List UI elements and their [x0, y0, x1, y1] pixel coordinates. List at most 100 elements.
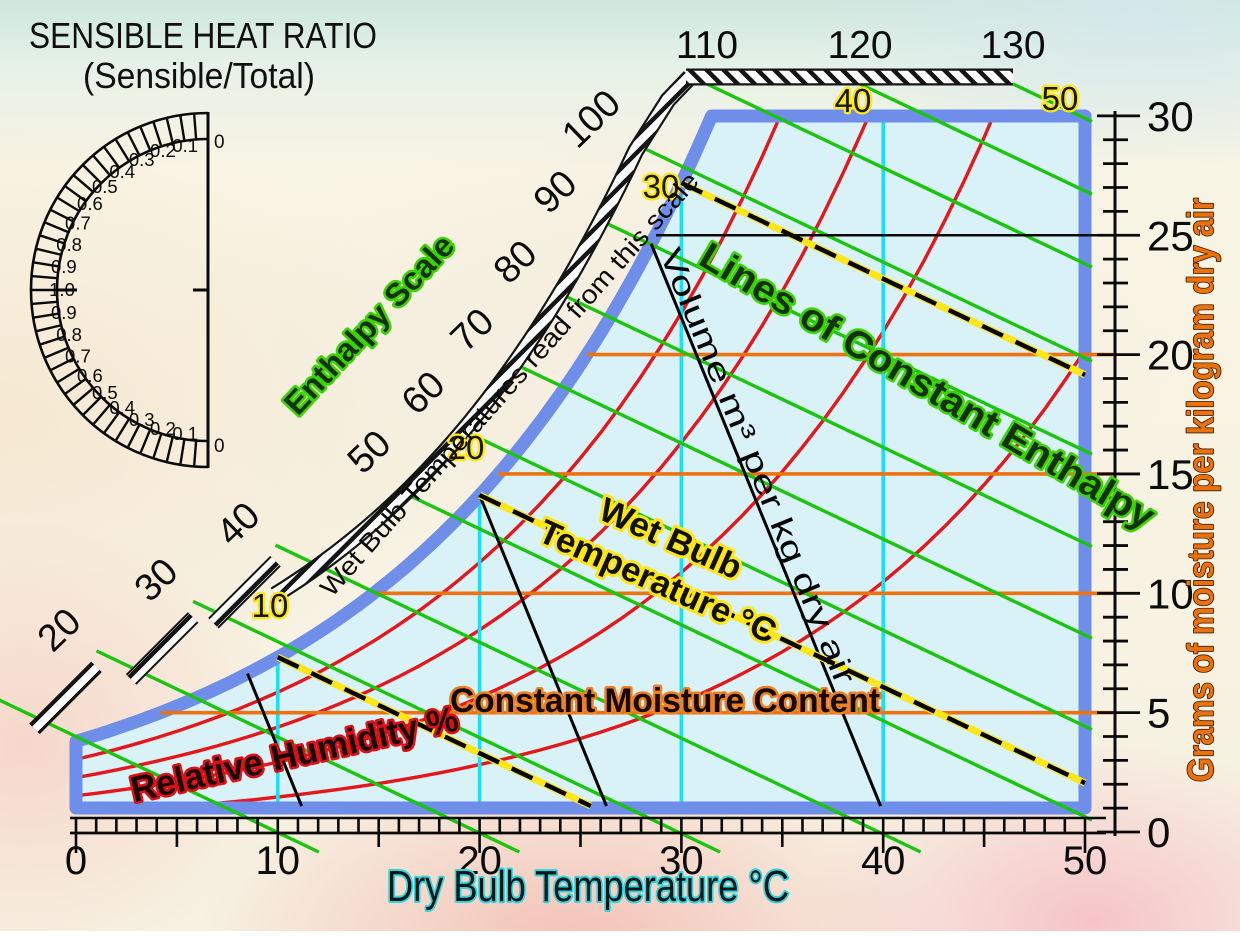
shr-title-line1: SENSIBLE HEAT RATIO [29, 15, 377, 56]
protractor-tick [32, 312, 60, 319]
enthalpy-line [469, 432, 1093, 732]
volume-line [246, 673, 303, 807]
protractor-tick [31, 274, 58, 280]
protractor-tick [114, 418, 131, 442]
protractor-tick [165, 436, 174, 463]
protractor-tick [126, 131, 141, 157]
protractor-number: 0.2 [150, 418, 176, 439]
protractor-tick [179, 438, 186, 466]
enthalpy-scale-number: 110 [676, 24, 738, 67]
enthalpy-scale-number: 50 [340, 423, 400, 483]
enthalpy-stub [209, 557, 280, 628]
x-axis-tick-label: 50 [1063, 839, 1108, 883]
protractor-number: 0.9 [51, 256, 77, 277]
protractor-tick [49, 208, 75, 223]
x-axis-tick-label: 20 [457, 839, 502, 883]
protractor-tick [92, 154, 111, 176]
protractor-tick [35, 324, 62, 333]
enthalpy-scale-band [271, 72, 695, 601]
enthalpy-line [520, 365, 1093, 640]
y-axis-tick-label: 5 [1147, 690, 1170, 737]
wet-bulb-number: 50 [1042, 80, 1079, 117]
y-axis-tick-label: 10 [1147, 570, 1194, 617]
enthalpy-line [607, 222, 1093, 456]
enthalpy-line [192, 599, 721, 854]
protractor-number: 0.9 [51, 302, 77, 323]
enthalpy-stub [30, 662, 101, 733]
x-axis-tick-label: 30 [659, 839, 704, 883]
x-axis-tick-label: 0 [65, 839, 87, 883]
wet-bulb-line [680, 180, 1086, 377]
enthalpy-scale-number: 30 [127, 551, 187, 611]
enthalpy-scale-number: 100 [554, 82, 629, 156]
protractor-tick [192, 440, 198, 467]
protractor-tick [56, 196, 80, 213]
protractor-number: 1.0 [49, 279, 75, 300]
protractor-tick [126, 423, 141, 449]
wet-bulb-line [478, 493, 1086, 786]
protractor-number: 0.1 [172, 423, 198, 444]
shr-title-line2: (Sensible/Total) [83, 55, 315, 96]
y-axis-tick-label: 30 [1147, 93, 1194, 140]
protractor-number: 0.5 [92, 382, 118, 403]
rh-curve [76, 116, 1085, 780]
wet-bulb-line [276, 655, 592, 809]
protractor-tick [35, 247, 62, 256]
protractor-tick [165, 117, 174, 144]
wet-bulb-number: 40 [835, 82, 872, 119]
shr-protractor: 0.10.20.30.40.50.60.70.80.91.00.90.80.70… [29, 111, 225, 469]
enthalpy-scale-number: 130 [980, 24, 1045, 67]
saturation-border [69, 109, 1092, 815]
enthalpy-scale-number: 80 [486, 233, 546, 293]
protractor-number: 0.3 [129, 409, 155, 430]
enthalpy-line [274, 543, 922, 854]
protractor-tick [179, 114, 186, 142]
volume-line [478, 494, 608, 807]
protractor-number: 0.2 [150, 140, 176, 161]
protractor-tick [64, 377, 87, 396]
protractor-tick [49, 357, 75, 372]
protractor-tick [31, 300, 58, 306]
protractor-number: 0.4 [109, 397, 135, 418]
protractor-tick [102, 146, 121, 169]
protractor-tick [152, 121, 163, 147]
enthalpy-scale-number: 120 [827, 24, 892, 67]
protractor-tick [152, 433, 163, 459]
protractor-tick [44, 221, 69, 234]
protractor-number: 0.8 [56, 324, 82, 345]
y-axis-tick-label: 25 [1147, 212, 1194, 259]
protractor-number: 0 [214, 132, 225, 153]
protractor-number: 0.7 [65, 213, 91, 234]
protractor-tick [102, 411, 121, 434]
x-axis-tick-label: 40 [861, 839, 906, 883]
enthalpy-scale-number: 70 [443, 301, 503, 361]
protractor-tick [192, 113, 198, 140]
x-axis-tick-label: 10 [256, 839, 301, 883]
wet-bulb-number: 20 [448, 429, 485, 466]
y-axis-tick-label: 0 [1147, 809, 1170, 856]
rh-curve [76, 116, 1085, 762]
enthalpy-line [859, 82, 1093, 196]
moisture-label: Constant Moisture Content [450, 682, 880, 720]
wet-bulb-number: 30 [643, 168, 680, 205]
rh-curve [76, 116, 1085, 798]
wet-bulb-number: 10 [252, 587, 289, 624]
y-axis-title: Grams of moisture per kilogram dry air [1180, 198, 1221, 782]
y-axis-ruler: 0 5 10 15 20 25 30 [1097, 93, 1194, 856]
protractor-tick [72, 174, 94, 193]
protractor-number: 0.4 [109, 161, 135, 182]
enthalpy-line [566, 295, 1093, 549]
protractor-number: 0.8 [56, 234, 82, 255]
enthalpy-stub [127, 613, 198, 684]
protractor-tick [81, 163, 103, 185]
protractor-tick [39, 335, 65, 346]
protractor-tick [56, 367, 80, 384]
protractor-tick [139, 126, 152, 151]
enthalpy-scale-number: 40 [209, 495, 269, 555]
protractor-tick [114, 138, 131, 162]
x-axis-ruler: 0 10 20 30 40 50 [65, 816, 1108, 883]
enthalpy-scale-number: 90 [526, 163, 586, 223]
enthalpy-line [706, 82, 1093, 269]
